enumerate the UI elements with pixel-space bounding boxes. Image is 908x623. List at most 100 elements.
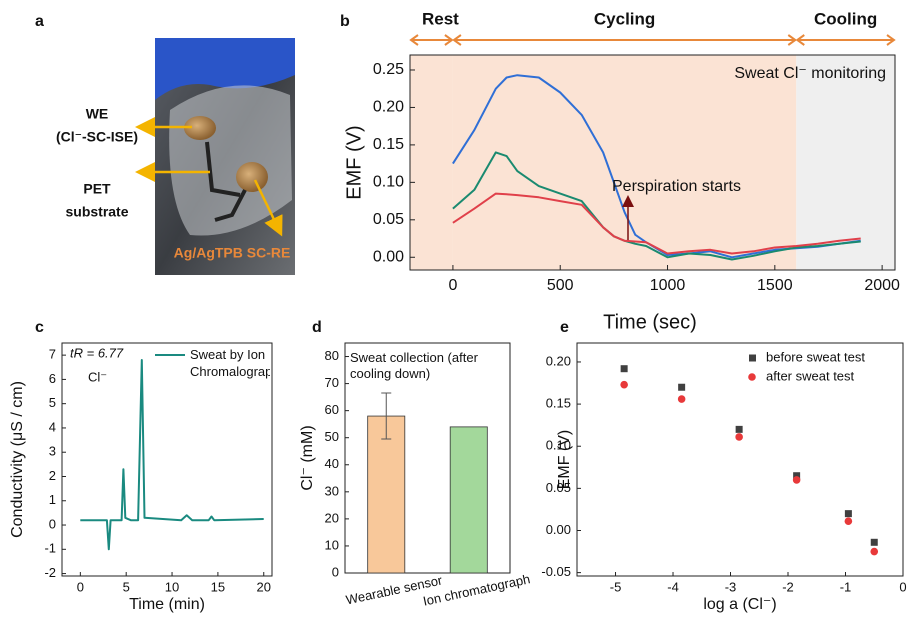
data-line [452, 192, 861, 255]
phase-label: Cycling [594, 9, 655, 28]
error-bar [381, 392, 392, 440]
legend-label: after sweat test [766, 368, 855, 383]
y-axis-label: EMF (V) [556, 430, 573, 490]
plot-frame [576, 342, 904, 577]
label-ise: (Cl⁻-SC-ISE) [56, 129, 138, 145]
x-tick-label: 2000 [864, 277, 900, 294]
label-we: WE [86, 106, 109, 122]
plot-frame [344, 342, 511, 574]
plot-frame [409, 54, 896, 271]
y-tick-label: 0 [49, 516, 56, 531]
y-axis-label: Cl⁻ (mM) [299, 425, 316, 490]
point [844, 517, 853, 526]
x-tick-label: 0 [899, 579, 906, 594]
phase-label: Cooling [814, 9, 877, 28]
y-tick-label: -2 [44, 565, 56, 580]
legend-marker [748, 373, 756, 381]
point [870, 547, 879, 556]
panel-label: b [340, 13, 350, 30]
label-substrate: substrate [65, 204, 128, 220]
point [793, 472, 801, 480]
phase-label: Rest [422, 9, 459, 28]
phase-arrow-head [795, 34, 896, 46]
phase-arrow-head [452, 34, 798, 46]
y-tick-label: 0.00 [546, 522, 571, 537]
point [678, 383, 686, 391]
legend-marker [749, 354, 756, 362]
legend-label-text: Sweat by Ion Chromalography [190, 347, 270, 379]
phase-region [452, 55, 797, 270]
y-tick-label: 5 [49, 395, 56, 410]
x-tick-label: -3 [725, 579, 737, 594]
x-tick-label: 1500 [757, 277, 793, 294]
y-tick-label: 0.25 [373, 61, 404, 78]
x-tick-label: -2 [782, 579, 794, 594]
plot-frame [61, 342, 273, 577]
y-tick-label: 0.15 [373, 136, 404, 153]
x-tick-label: 0 [77, 579, 84, 594]
y-tick-label: 30 [325, 483, 339, 498]
y-tick-label: 20 [325, 510, 339, 525]
y-axis-label: EMF (V) [343, 125, 365, 199]
point [870, 538, 878, 546]
data-line [80, 359, 264, 551]
y-tick-label: -0.05 [541, 564, 571, 579]
annotation: Perspiration starts [612, 178, 741, 195]
legend-label: before sweat test [766, 349, 865, 364]
data-line [452, 151, 861, 261]
y-axis-label: Conductivity (μS / cm) [9, 381, 26, 538]
annotation: Cl⁻ [88, 369, 107, 384]
point [620, 380, 628, 389]
y-tick-label: 1 [49, 492, 56, 507]
x-tick-label: -4 [667, 579, 679, 594]
y-tick-label: 4 [49, 419, 56, 434]
y-tick-label: 0.20 [373, 99, 404, 116]
photo [135, 38, 295, 275]
y-tick-label: 0.05 [546, 480, 571, 495]
y-tick-label: 7 [49, 347, 56, 362]
point [735, 433, 743, 441]
y-tick-label: 0.00 [373, 248, 404, 265]
y-tick-label: 6 [49, 371, 56, 386]
y-tick-label: 50 [325, 429, 339, 444]
panel-label: c [35, 319, 44, 336]
x-tick-label: 15 [211, 579, 225, 594]
x-tick-label: -1 [840, 579, 852, 594]
phase-arrow-head [409, 34, 454, 46]
annotation: Sweat collection (after cooling down) [350, 350, 478, 381]
x-tick-label: 10 [165, 579, 179, 594]
annotation: Sweat Cl⁻ monitoring [734, 65, 886, 82]
bar [449, 426, 488, 574]
y-tick-label: 2 [49, 468, 56, 483]
annotation-text: Sweat collection (after cooling down) [350, 350, 478, 381]
y-tick-label: -1 [44, 541, 56, 556]
x-tick-label: -5 [610, 579, 622, 594]
point [844, 510, 852, 518]
x-tick-label: 1000 [650, 277, 686, 294]
y-tick-label: 0 [332, 564, 339, 579]
x-tick-label: 5 [123, 579, 130, 594]
point [792, 476, 801, 484]
x-tick-label: 0 [448, 277, 457, 294]
y-tick-label: 0.10 [546, 438, 571, 453]
y-tick-label: 70 [325, 375, 339, 390]
point [677, 395, 686, 403]
panel-label: e [560, 319, 569, 336]
x-axis-label: log a (Cl⁻) [703, 596, 776, 613]
y-tick-label: 0.20 [546, 353, 571, 368]
y-tick-label: 80 [325, 348, 339, 363]
panel-label: d [312, 319, 322, 336]
x-axis-label: Time (sec) [603, 311, 697, 333]
y-tick-label: 0.10 [373, 174, 404, 191]
legend-label: Sweat by Ion Chromalography [190, 347, 270, 379]
point [735, 425, 743, 433]
label-re: Ag/AgTPB SC-RE [174, 245, 291, 261]
phase-region [796, 55, 895, 270]
annotation: tR = 6.77 [70, 345, 124, 360]
x-tick-label: 20 [257, 579, 271, 594]
x-axis-label: Time (min) [129, 596, 205, 613]
y-tick-label: 60 [325, 402, 339, 417]
bar [367, 415, 406, 574]
